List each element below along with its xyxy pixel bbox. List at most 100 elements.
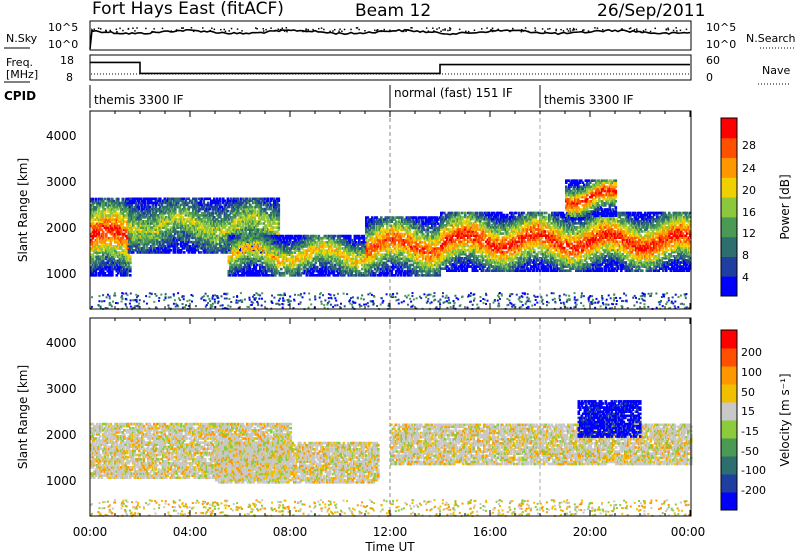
power-cell: [141, 226, 144, 229]
power-cell: [277, 241, 280, 244]
power-cell: [301, 271, 304, 275]
power-cell: [251, 247, 255, 250]
power-cell: [106, 249, 110, 252]
power-cell: [249, 211, 252, 215]
power-cell: [265, 255, 268, 258]
power-cell: [210, 247, 213, 250]
power-cell: [371, 224, 374, 228]
power-cell: [374, 247, 377, 250]
power-cell: [157, 236, 161, 240]
power-cell: [142, 216, 146, 219]
power-cell: [271, 226, 275, 229]
power-cell: [242, 257, 246, 261]
power-cell: [120, 220, 123, 223]
power-cell: [202, 218, 206, 221]
power-cell: [205, 207, 209, 211]
power-cell: [223, 247, 227, 250]
power-cell: [250, 263, 253, 267]
power-cell: [266, 259, 270, 263]
power-cell: [265, 241, 268, 244]
power-cell: [377, 238, 380, 242]
power-cell: [141, 205, 144, 209]
power-cell: [302, 259, 306, 263]
power-cell: [180, 220, 183, 223]
power-cell: [256, 241, 259, 244]
power-cell: [156, 199, 159, 203]
power-cell: [157, 197, 161, 201]
power-cell: [337, 261, 340, 265]
power-cell: [344, 241, 348, 244]
power-cell: [202, 242, 206, 246]
power-cell: [304, 257, 307, 261]
power-cell: [97, 228, 101, 232]
power-cell: [343, 234, 346, 238]
power-cell: [144, 238, 147, 242]
power-cell: [386, 216, 389, 219]
power-cell: [273, 197, 276, 201]
power-cell: [117, 228, 120, 232]
power-cell: [272, 265, 276, 269]
power-cell: [150, 232, 153, 236]
power-cell: [386, 249, 389, 252]
power-cell: [271, 209, 275, 213]
power-cell: [381, 232, 385, 236]
power-cell: [245, 255, 249, 258]
power-cell: [225, 207, 228, 211]
power-cell: [390, 255, 394, 258]
power-cell: [133, 199, 137, 203]
power-cell: [247, 255, 250, 258]
power-cell: [174, 199, 177, 203]
power-cell: [387, 257, 391, 261]
power-cell: [326, 236, 330, 240]
power-cell: [190, 224, 194, 227]
power-cell: [402, 226, 406, 230]
power-cell: [186, 236, 189, 240]
power-cell: [102, 253, 105, 256]
power-cell: [193, 251, 197, 254]
power-cell: [136, 234, 140, 238]
power-cell: [117, 247, 120, 250]
power-cell: [100, 216, 104, 219]
power-cell: [276, 199, 279, 203]
power-cell: [174, 216, 177, 219]
power-cell: [268, 222, 272, 225]
power-cell: [172, 218, 176, 221]
power-cell: [255, 199, 258, 203]
power-cell: [183, 242, 186, 246]
nsearch-point: [438, 27, 440, 29]
power-cell: [260, 253, 264, 256]
power-cell: [123, 269, 126, 273]
power-cell: [329, 267, 333, 271]
power-cell: [181, 226, 185, 229]
nsearch-point: [473, 29, 476, 31]
power-cell: [386, 255, 389, 258]
power-cell: [305, 259, 309, 263]
power-cell: [341, 241, 345, 244]
power-cell: [369, 243, 373, 246]
power-cell: [365, 255, 368, 258]
power-cell: [210, 228, 213, 231]
power-cell: [252, 216, 255, 219]
power-cell: [368, 222, 371, 225]
power-cell: [366, 234, 370, 238]
power-cell: [237, 201, 240, 205]
power-cell: [320, 274, 324, 277]
power-cell: [265, 201, 269, 205]
power-cell: [210, 249, 213, 252]
power-cell: [196, 222, 200, 225]
power-cell: [202, 249, 206, 252]
power-cell: [162, 205, 165, 209]
power-cell: [295, 263, 298, 267]
power-cell: [103, 257, 107, 261]
power-cell: [165, 247, 168, 250]
power-cell: [93, 249, 96, 252]
power-cell: [118, 232, 122, 236]
power-cell: [187, 201, 191, 205]
power-cell: [368, 228, 371, 232]
power-cell: [99, 224, 102, 228]
power-cell: [184, 234, 188, 238]
power-cell: [365, 216, 368, 219]
power-cell: [93, 222, 96, 225]
power-cell: [105, 234, 108, 238]
power-cell: [302, 234, 306, 238]
